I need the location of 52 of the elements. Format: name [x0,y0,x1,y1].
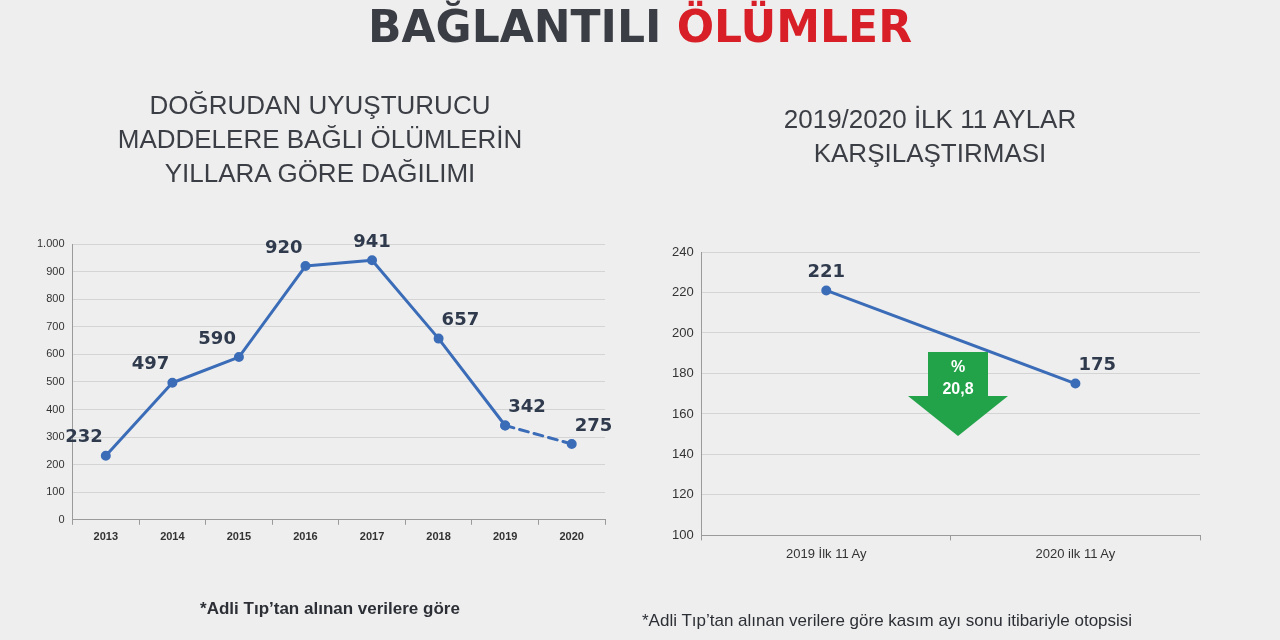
point [566,438,577,449]
point [300,261,311,272]
data-label: 920 [264,235,303,257]
x-tick-label: 2015 [226,530,252,543]
x-tick-label: 2019 İlk 11 Ay [786,545,867,561]
y-tick-label: 160 [671,405,694,421]
y-tick-label: 600 [46,347,65,360]
y-tick-label: 0 [58,512,65,525]
y-tick-label: 900 [46,264,65,277]
data-label: 657 [441,308,480,330]
data-label: 275 [574,413,613,435]
y-tick-label: 220 [671,284,694,300]
text: *Adli Tıp’tan alınan verilere göre [199,598,461,620]
x-tick-label: 2018 [426,530,451,543]
y-tick-label: 120 [671,486,694,502]
data-label: 175 [1078,353,1116,375]
point [167,377,178,388]
y-tick-label: 800 [46,292,65,305]
data-label: 497 [131,352,170,374]
x-tick-label: 2014 [160,530,186,543]
data-label: 941 [353,229,391,251]
chart-title: DOĞRUDAN UYUŞTURUCU MADDELERE BAĞLI ÖLÜMLERİN YILLARA GÖRE DAĞILIMI [116,89,524,190]
x-tick-label: 2017 [359,530,385,543]
point [100,450,111,461]
point [233,352,244,363]
text: BAĞLANTILI ÖLÜMLER [367,1,913,52]
x-tick-label: 2020 ilk 11 Ay [1035,545,1116,561]
x-tick-label: 2019 [492,530,518,543]
annotation: % 20,8 [941,357,975,399]
point [433,333,444,344]
y-tick-label: 180 [671,365,694,381]
data-label: 232 [65,425,103,447]
x-tick-label: 2013 [93,530,119,543]
data-label: 590 [198,326,236,348]
y-tick-label: 100 [671,526,694,542]
y-tick-label: 100 [46,485,65,498]
point [367,255,378,266]
text: *Adli Tıp’tan alınan verilere göre kasım ayı sonu itibariyle otopsisi [642,610,1134,632]
y-tick-label: 300 [46,430,65,443]
y-tick-label: 400 [46,402,65,415]
x-tick-label: 2020 [559,530,584,543]
chart-title: 2019/2020 İLK 11 AYLAR KARŞILAŞTIRMASI [782,103,1078,170]
y-tick-label: 200 [46,457,65,470]
y-tick-label: 140 [671,446,694,462]
y-tick-label: 1.000 [37,237,65,250]
data-label: 221 [807,260,846,282]
y-tick-label: 500 [46,374,65,387]
x-tick-label: 2016 [293,530,318,543]
y-tick-label: 700 [46,319,65,332]
data-label: 342 [508,395,546,417]
y-tick-label: 240 [671,243,694,259]
y-tick-label: 200 [671,324,694,340]
